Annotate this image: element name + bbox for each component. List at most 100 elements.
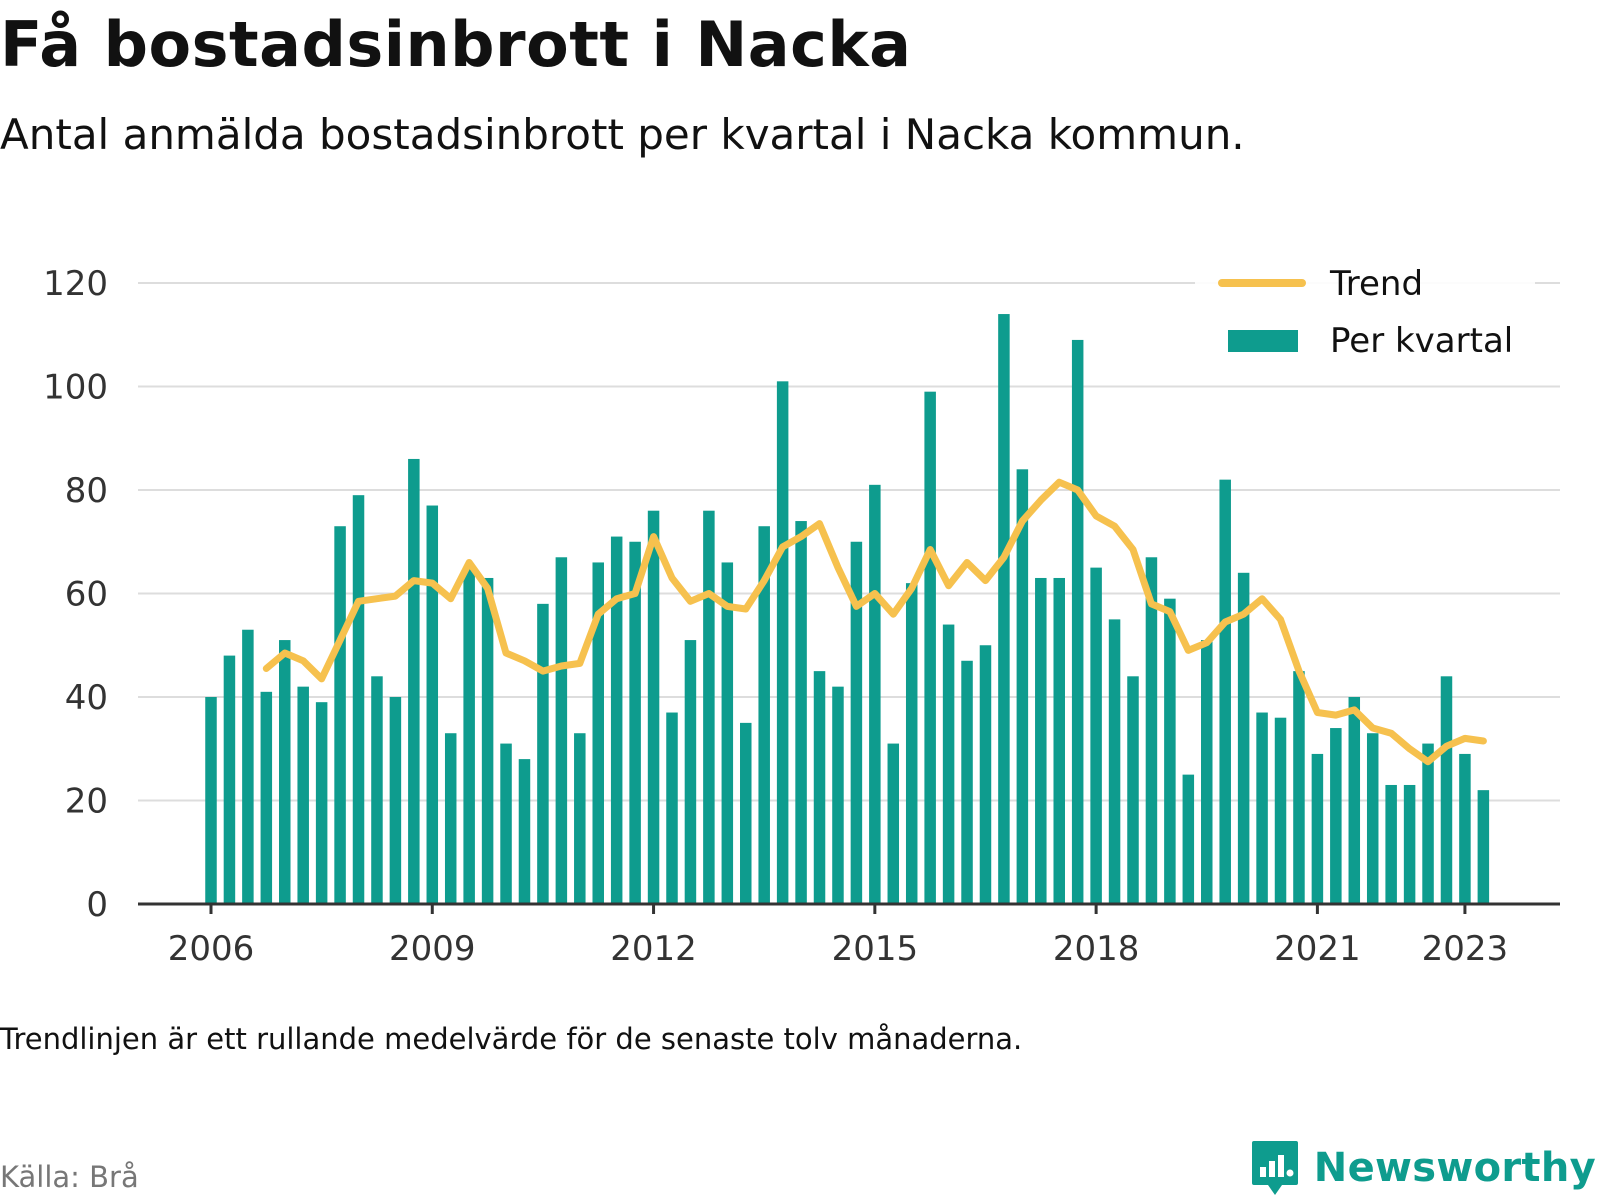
bar bbox=[1127, 676, 1139, 904]
bar bbox=[574, 733, 586, 904]
y-tick-label: 120 bbox=[43, 264, 108, 304]
bar bbox=[1071, 339, 1084, 904]
y-tick-label: 60 bbox=[65, 575, 108, 615]
bar bbox=[1237, 572, 1250, 904]
x-tick-label: 2015 bbox=[832, 929, 919, 969]
bar bbox=[1403, 784, 1416, 904]
bar bbox=[1016, 469, 1029, 904]
bar bbox=[1256, 712, 1268, 904]
y-tick-label: 40 bbox=[65, 678, 108, 718]
x-tick-label: 2006 bbox=[168, 929, 255, 969]
bar bbox=[942, 624, 955, 904]
trend-line bbox=[262, 478, 1487, 766]
bar bbox=[1311, 753, 1324, 904]
bar bbox=[1459, 753, 1471, 904]
bar bbox=[924, 391, 936, 904]
bar bbox=[1274, 717, 1287, 904]
bar bbox=[1219, 479, 1231, 904]
bar bbox=[758, 526, 770, 904]
bar bbox=[666, 712, 678, 904]
bar bbox=[1385, 784, 1397, 904]
axes: 0 20 40 60 80 100 120 2006 2009 2012 2015 2018 2021 2… bbox=[43, 264, 1560, 969]
bar bbox=[1035, 577, 1047, 904]
y-tick-label: 20 bbox=[65, 782, 108, 822]
x-tick-label: 2018 bbox=[1053, 929, 1140, 969]
legend-bar-label: Per kvartal bbox=[1330, 321, 1513, 361]
bars bbox=[205, 314, 1490, 904]
source-credit: Källa: Brå bbox=[0, 1160, 139, 1194]
chart-title: Få bostadsinbrott i Nacka bbox=[0, 8, 912, 81]
bar bbox=[1477, 790, 1490, 904]
bar bbox=[869, 484, 881, 904]
bar bbox=[1053, 577, 1065, 904]
bar bbox=[1422, 743, 1434, 904]
bar bbox=[832, 686, 844, 904]
y-tick-label: 0 bbox=[86, 885, 108, 925]
bar bbox=[1366, 733, 1379, 904]
bar bbox=[961, 660, 973, 904]
bar bbox=[684, 640, 697, 904]
bar bbox=[887, 743, 900, 904]
bar bbox=[260, 691, 273, 904]
bar bbox=[481, 577, 494, 904]
chart: 0 20 40 60 80 100 120 2006 2009 2012 2015 2018 2021 2… bbox=[43, 252, 1560, 969]
bar bbox=[500, 743, 512, 904]
bar bbox=[998, 314, 1010, 904]
x-tick-label: 2012 bbox=[610, 929, 697, 969]
x-tick-label: 2021 bbox=[1274, 929, 1361, 969]
bar bbox=[426, 505, 439, 904]
bar bbox=[592, 562, 604, 904]
bar bbox=[1330, 728, 1342, 904]
bar bbox=[850, 541, 863, 904]
bar bbox=[721, 562, 734, 904]
bar bbox=[408, 458, 420, 904]
bar bbox=[703, 510, 715, 904]
bar bbox=[1293, 671, 1305, 904]
bar bbox=[444, 733, 457, 904]
bar bbox=[647, 510, 660, 904]
bar bbox=[315, 702, 328, 904]
bar bbox=[905, 583, 918, 904]
bar bbox=[610, 536, 623, 904]
bar bbox=[1090, 567, 1102, 904]
bar bbox=[776, 381, 789, 904]
legend: Trend Per kvartal bbox=[1195, 252, 1535, 362]
bar bbox=[1182, 774, 1195, 904]
newsworthy-logo-icon bbox=[1251, 1141, 1298, 1195]
bar bbox=[205, 697, 217, 904]
legend-bar-swatch bbox=[1228, 330, 1298, 352]
chart-note: Trendlinjen är ett rullande medelvärde f… bbox=[0, 1022, 1023, 1056]
bar bbox=[813, 671, 826, 904]
bar bbox=[242, 629, 254, 904]
bar bbox=[1348, 697, 1361, 904]
chart-subtitle: Antal anmälda bostadsinbrott per kvartal… bbox=[0, 110, 1245, 159]
bar bbox=[1440, 676, 1453, 904]
bar bbox=[795, 521, 807, 904]
bar bbox=[740, 722, 752, 904]
bar bbox=[629, 541, 641, 904]
trend-layer bbox=[262, 478, 1487, 766]
brand: Newsworthy bbox=[1250, 1138, 1596, 1198]
bar bbox=[555, 557, 568, 904]
bar bbox=[352, 495, 365, 904]
bar bbox=[463, 567, 475, 904]
y-tick-label: 100 bbox=[43, 368, 108, 408]
x-tick-label: 2023 bbox=[1422, 929, 1509, 969]
bar bbox=[371, 676, 383, 904]
bar bbox=[518, 759, 531, 904]
bar bbox=[537, 603, 549, 904]
bar bbox=[1108, 619, 1121, 904]
bar bbox=[979, 645, 992, 904]
bar bbox=[223, 655, 236, 904]
x-tick-label: 2009 bbox=[389, 929, 476, 969]
bar bbox=[1201, 640, 1213, 904]
brand-name: Newsworthy bbox=[1313, 1145, 1596, 1191]
bar bbox=[389, 697, 402, 904]
legend-trend-label: Trend bbox=[1329, 264, 1423, 304]
bar bbox=[334, 526, 346, 904]
bar bbox=[279, 640, 291, 904]
y-tick-label: 80 bbox=[65, 471, 108, 511]
bar bbox=[297, 686, 309, 904]
bar bbox=[1164, 598, 1176, 904]
bar bbox=[1145, 557, 1158, 904]
